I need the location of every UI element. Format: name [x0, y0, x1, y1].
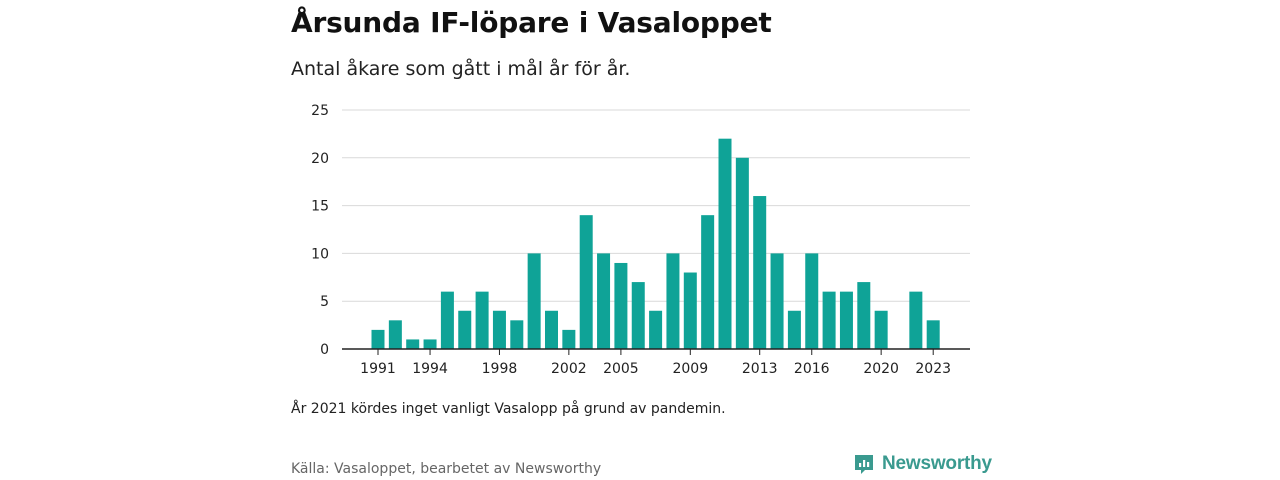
bar	[874, 310, 888, 349]
bar	[770, 253, 784, 349]
bar	[527, 253, 541, 349]
bar	[371, 329, 385, 349]
y-tick-label: 10	[311, 246, 329, 262]
brand-name: Newsworthy	[882, 453, 992, 474]
brand-logo: Newsworthy	[853, 453, 992, 475]
chart-subtitle: Antal åkare som gått i mål år för år.	[291, 58, 631, 80]
y-tick-label: 15	[311, 199, 329, 215]
bar-chart: 0 5 10 15 20 25 1991 1994 1998 2002 2005 2009 2013 20…	[311, 103, 970, 377]
bar	[666, 253, 680, 349]
bar	[545, 310, 558, 349]
x-tick-label: 2009	[672, 361, 708, 377]
bar	[805, 253, 819, 349]
bar	[822, 291, 836, 349]
bar	[406, 339, 420, 349]
bar	[492, 310, 506, 349]
y-tick-label: 0	[320, 342, 329, 358]
x-tick-label: 1998	[482, 361, 518, 377]
bar	[839, 291, 853, 349]
x-tick-label: 1991	[360, 361, 396, 377]
bar	[683, 272, 697, 349]
y-tick-label: 25	[311, 103, 329, 119]
bar	[475, 291, 489, 349]
bar	[579, 215, 593, 349]
chart-note: År 2021 kördes inget vanligt Vasalopp på…	[291, 401, 726, 417]
source-text: Källa: Vasaloppet, bearbetet av Newswort…	[291, 461, 602, 477]
chart-container: Årsunda IF-löpare i Vasaloppet Antal åka…	[291, 0, 992, 480]
bar	[388, 320, 402, 349]
x-tick-label: 1994	[412, 361, 448, 377]
bar	[649, 310, 663, 349]
bar	[926, 320, 940, 349]
bar	[909, 291, 923, 349]
bar	[701, 215, 715, 349]
bar	[735, 157, 749, 349]
bar	[458, 310, 472, 349]
bar	[631, 282, 645, 349]
x-tick-label: 2023	[915, 361, 951, 377]
bar	[440, 291, 454, 349]
y-tick-label: 20	[311, 151, 329, 167]
bar	[597, 253, 611, 349]
bar	[787, 310, 801, 349]
x-tick-label: 2016	[794, 361, 830, 377]
x-tick-label: 2013	[742, 361, 778, 377]
x-tick-label: 2005	[603, 361, 639, 377]
newsworthy-logo-icon	[855, 455, 873, 474]
bar	[562, 329, 576, 349]
bar	[857, 282, 871, 349]
bar	[423, 339, 437, 349]
chart-title: Årsunda IF-löpare i Vasaloppet	[291, 6, 772, 39]
bar	[614, 262, 628, 349]
bar	[753, 196, 767, 349]
bar	[718, 138, 732, 349]
x-tick-label: 2002	[551, 361, 587, 377]
bar	[510, 320, 524, 349]
x-tick-label: 2020	[863, 361, 899, 377]
y-tick-label: 5	[320, 294, 329, 310]
